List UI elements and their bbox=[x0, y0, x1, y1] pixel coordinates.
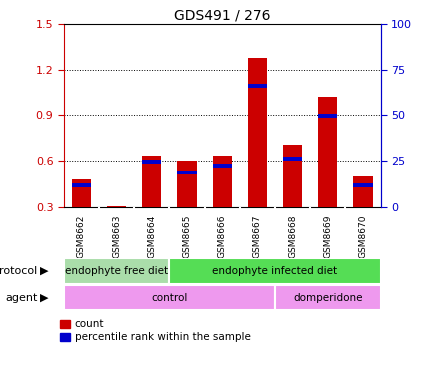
Text: GSM8668: GSM8668 bbox=[288, 214, 297, 258]
Text: control: control bbox=[151, 292, 187, 303]
Bar bbox=[283, 157, 302, 161]
Title: GDS491 / 276: GDS491 / 276 bbox=[174, 9, 271, 23]
Text: GSM8665: GSM8665 bbox=[183, 214, 191, 258]
Bar bbox=[213, 156, 232, 207]
Bar bbox=[318, 114, 337, 118]
Text: GSM8667: GSM8667 bbox=[253, 214, 262, 258]
Bar bbox=[248, 58, 267, 207]
Text: ▶: ▶ bbox=[40, 292, 48, 303]
Text: agent: agent bbox=[5, 292, 37, 303]
Bar bbox=[177, 171, 197, 174]
Bar bbox=[283, 145, 302, 207]
Text: domperidone: domperidone bbox=[293, 292, 363, 303]
Legend: count, percentile rank within the sample: count, percentile rank within the sample bbox=[60, 319, 251, 342]
FancyBboxPatch shape bbox=[64, 285, 275, 310]
Text: GSM8663: GSM8663 bbox=[112, 214, 121, 258]
Text: GSM8662: GSM8662 bbox=[77, 214, 86, 258]
FancyBboxPatch shape bbox=[275, 285, 381, 310]
Text: GSM8669: GSM8669 bbox=[323, 214, 332, 258]
Text: endophyte infected diet: endophyte infected diet bbox=[213, 266, 337, 276]
Bar bbox=[72, 179, 91, 207]
Text: GSM8664: GSM8664 bbox=[147, 214, 156, 258]
Bar bbox=[353, 183, 373, 187]
Text: GSM8666: GSM8666 bbox=[218, 214, 227, 258]
Text: ▶: ▶ bbox=[40, 266, 48, 276]
Bar bbox=[142, 156, 161, 207]
Text: endophyte free diet: endophyte free diet bbox=[65, 266, 168, 276]
Bar bbox=[248, 85, 267, 88]
Text: GSM8670: GSM8670 bbox=[359, 214, 367, 258]
Bar bbox=[318, 97, 337, 207]
Bar bbox=[177, 161, 197, 207]
Bar bbox=[142, 160, 161, 164]
Bar bbox=[213, 164, 232, 168]
Bar bbox=[72, 183, 91, 187]
FancyBboxPatch shape bbox=[169, 258, 381, 284]
Text: protocol: protocol bbox=[0, 266, 37, 276]
Bar bbox=[107, 206, 126, 207]
FancyBboxPatch shape bbox=[64, 258, 169, 284]
Bar bbox=[353, 176, 373, 207]
